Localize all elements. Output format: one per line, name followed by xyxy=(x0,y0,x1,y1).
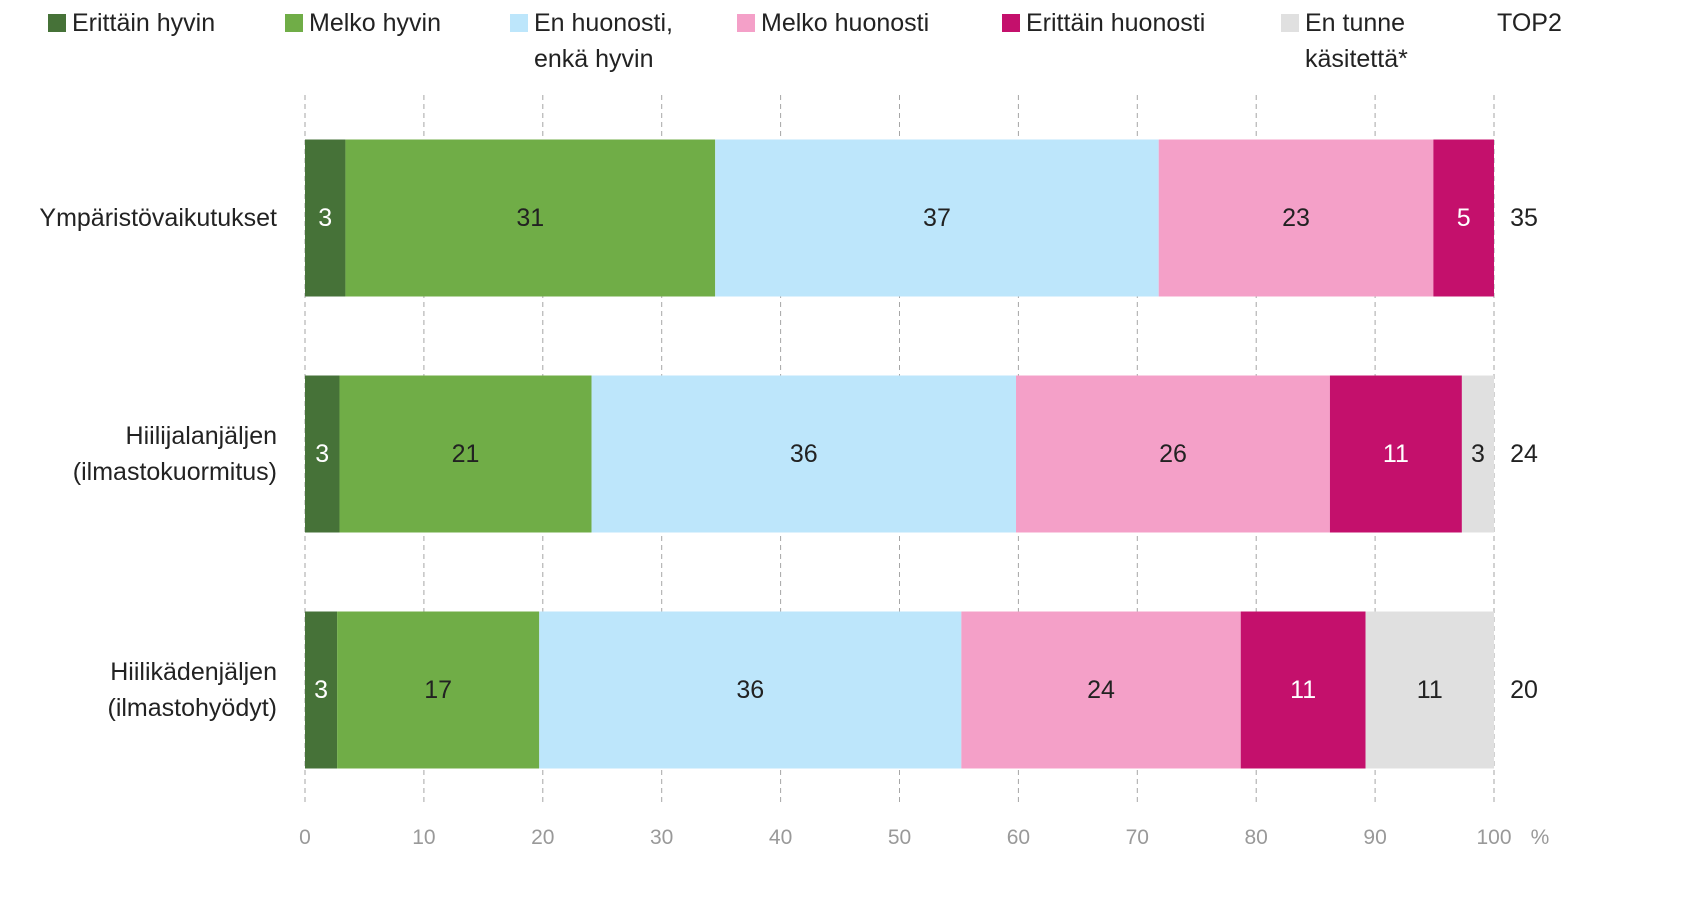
data-label: 3 xyxy=(1470,440,1485,468)
top2-value: 35 xyxy=(1510,204,1538,232)
bar-segment xyxy=(305,611,338,769)
bar-segment xyxy=(591,375,1017,533)
top2-header: TOP2 xyxy=(1497,9,1562,37)
x-tick-label: 80 xyxy=(1244,826,1268,849)
bar-segment xyxy=(961,611,1241,769)
data-label: 23 xyxy=(1282,204,1310,232)
data-label: 24 xyxy=(1087,676,1115,704)
bar-segment xyxy=(1016,375,1330,533)
top2-value: 20 xyxy=(1510,676,1538,704)
legend-swatch xyxy=(737,14,755,32)
bar-segment xyxy=(1433,139,1494,297)
top2-value: 24 xyxy=(1510,440,1538,468)
x-tick-label: 20 xyxy=(531,826,555,849)
bar-segment xyxy=(1461,375,1494,533)
bar-segment xyxy=(539,611,962,769)
x-tick-label: 90 xyxy=(1363,826,1387,849)
legend-label: En huonosti, enkä hyvin xyxy=(534,9,673,73)
legend-swatch xyxy=(48,14,66,32)
legend-label: Melko huonosti xyxy=(761,9,930,37)
data-label: 26 xyxy=(1159,440,1187,468)
bar-segment xyxy=(1240,611,1366,769)
data-label: 3 xyxy=(315,440,330,468)
data-label: 17 xyxy=(424,676,453,704)
bar-segment xyxy=(1329,375,1462,533)
bar-segment xyxy=(1365,611,1494,769)
x-axis-label: % xyxy=(1530,826,1550,849)
category-label: Hiilikädenjäljen (ilmastohyödyt) xyxy=(107,658,278,722)
legend-swatch xyxy=(1281,14,1299,32)
bar-segment xyxy=(715,139,1159,297)
bar-segment xyxy=(305,139,346,297)
x-tick-label: 70 xyxy=(1125,826,1149,849)
x-tick-label: 50 xyxy=(887,826,912,849)
x-tick-label: 10 xyxy=(412,826,436,849)
category-label: Hiilijalanjäljen (ilmastokuormitus) xyxy=(72,422,277,486)
x-tick-label: 0 xyxy=(299,826,311,849)
bar-segment xyxy=(1158,139,1434,297)
x-tick-label: 60 xyxy=(1006,826,1031,849)
x-tick-label: 30 xyxy=(650,826,674,849)
bar-segment xyxy=(339,375,592,533)
legend-swatch xyxy=(510,14,528,32)
legend-label: Erittäin huonosti xyxy=(1026,9,1206,37)
legend-label: Melko hyvin xyxy=(309,9,441,37)
data-label: 36 xyxy=(736,676,765,704)
data-label: 37 xyxy=(923,204,951,232)
legend-label: Erittäin hyvin xyxy=(72,9,216,37)
data-label: 3 xyxy=(314,676,328,704)
data-label: 3 xyxy=(318,204,333,232)
bar-segment xyxy=(337,611,540,769)
data-label: 11 xyxy=(1416,676,1443,704)
x-tick-label: 40 xyxy=(768,826,793,849)
data-label: 21 xyxy=(451,440,480,468)
x-tick-label: 100 xyxy=(1476,826,1512,849)
data-label: 5 xyxy=(1456,204,1471,232)
legend-swatch xyxy=(1002,14,1020,32)
legend-swatch xyxy=(285,14,303,32)
data-label: 11 xyxy=(1382,440,1409,468)
category-label: Ympäristövaikutukset xyxy=(39,204,277,232)
data-label: 31 xyxy=(516,204,545,232)
data-label: 11 xyxy=(1290,676,1317,704)
legend-label: En tunne käsitettä* xyxy=(1305,9,1408,73)
bar-segment xyxy=(345,139,716,297)
data-label: 36 xyxy=(789,440,818,468)
bar-segment xyxy=(305,375,340,533)
